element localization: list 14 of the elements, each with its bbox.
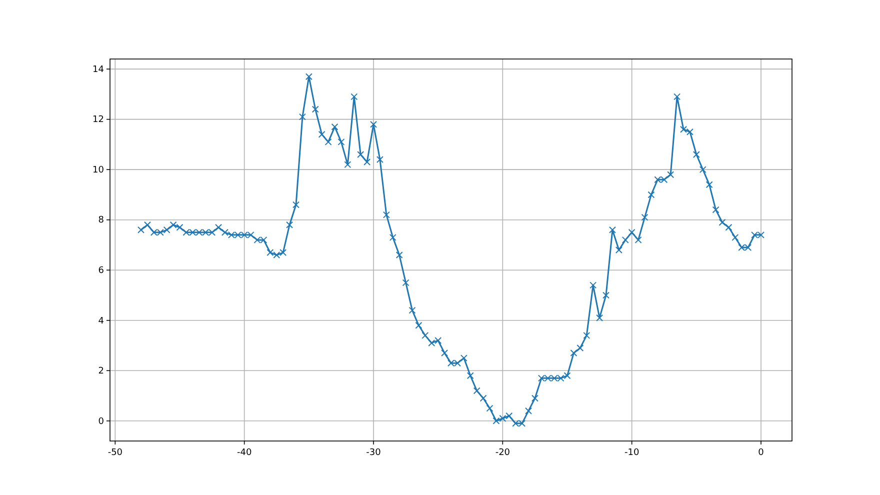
y-tick-label: 14	[92, 64, 104, 75]
x-tick-label: -30	[366, 448, 382, 458]
y-tick-label: 6	[98, 266, 104, 276]
y-tick-label: 10	[92, 165, 104, 176]
x-tick-label: -10	[624, 448, 640, 458]
x-tick-label: -20	[495, 448, 510, 458]
x-tick-label: -50	[108, 448, 123, 458]
y-tick-label: 8	[98, 216, 104, 226]
y-tick-label: 12	[92, 115, 104, 126]
x-tick-label: -40	[236, 448, 252, 458]
x-tick-label: 0	[758, 448, 764, 458]
y-tick-label: 4	[98, 316, 104, 326]
y-tick-label: 2	[98, 366, 104, 377]
y-tick-label: 0	[98, 416, 104, 427]
